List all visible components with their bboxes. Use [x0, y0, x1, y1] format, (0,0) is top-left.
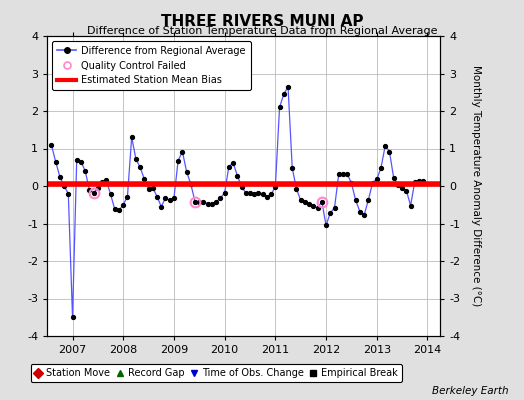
Legend: Station Move, Record Gap, Time of Obs. Change, Empirical Break: Station Move, Record Gap, Time of Obs. C…: [30, 364, 402, 382]
Text: Berkeley Earth: Berkeley Earth: [432, 386, 508, 396]
Y-axis label: Monthly Temperature Anomaly Difference (°C): Monthly Temperature Anomaly Difference (…: [472, 65, 482, 307]
Text: THREE RIVERS MUNI AP: THREE RIVERS MUNI AP: [161, 14, 363, 29]
Text: Difference of Station Temperature Data from Regional Average: Difference of Station Temperature Data f…: [87, 26, 437, 36]
